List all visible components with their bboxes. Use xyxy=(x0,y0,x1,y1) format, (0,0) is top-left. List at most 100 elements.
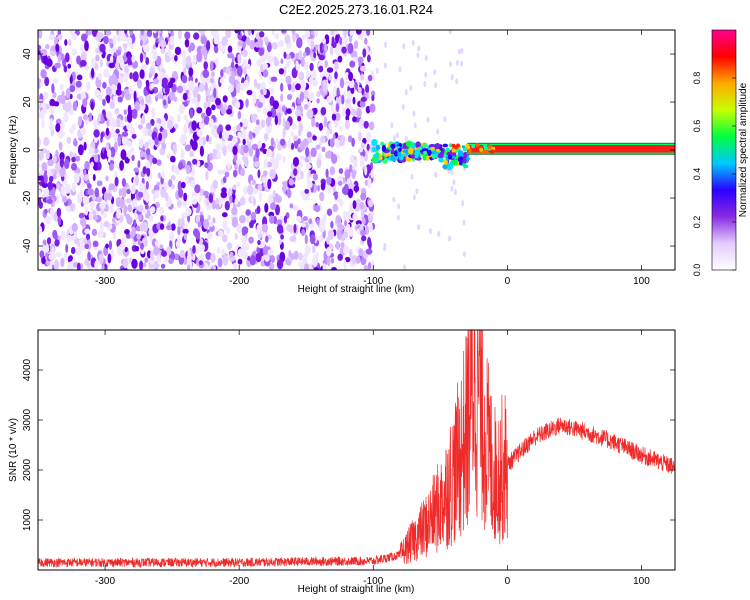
heatmap-cell xyxy=(188,67,194,77)
heatmap-cell xyxy=(219,78,224,84)
heatmap-cell xyxy=(45,252,49,258)
heatmap-cell xyxy=(290,131,295,137)
heatmap-cell xyxy=(299,140,306,151)
heatmap-cell xyxy=(56,182,60,191)
heatmap-cell xyxy=(166,152,171,160)
heatmap-cell xyxy=(159,223,165,230)
heatmap-cell xyxy=(295,83,301,91)
heatmap-cell xyxy=(38,136,41,148)
heatmap-cell xyxy=(123,109,128,115)
heatmap-cell xyxy=(381,144,387,152)
heatmap-cell xyxy=(457,150,464,158)
heatmap-cell xyxy=(322,263,327,270)
heatmap-cell xyxy=(359,201,365,210)
heatmap-cell xyxy=(430,146,435,151)
heatmap-cell xyxy=(417,146,423,151)
heatmap-cell xyxy=(300,263,304,270)
heatmap-cell xyxy=(240,129,247,141)
heatmap-cell xyxy=(103,35,109,45)
heatmap-cell xyxy=(443,116,447,123)
heatmap-cell xyxy=(345,108,351,117)
heatmap-cell xyxy=(178,30,182,40)
heatmap-cell xyxy=(156,159,162,166)
heatmap-cell xyxy=(344,169,351,179)
heatmap-cell xyxy=(220,107,226,115)
heatmap-cell xyxy=(233,169,237,178)
heatmap-cell xyxy=(348,35,353,43)
heatmap-cell xyxy=(90,161,94,168)
heatmap-cell xyxy=(59,167,66,177)
heatmap-cell xyxy=(124,93,132,101)
heatmap-cell xyxy=(159,207,165,214)
y-tick-label: 2000 xyxy=(22,458,33,481)
heatmap-cell xyxy=(309,62,314,72)
heatmap-cell xyxy=(39,250,45,258)
heatmap-cell xyxy=(174,55,178,62)
y-tick-label: 20 xyxy=(22,96,33,108)
heatmap-cell xyxy=(161,117,166,128)
heatmap-cell xyxy=(304,263,309,270)
heatmap-cell xyxy=(106,149,112,158)
heatmap-cell xyxy=(173,253,180,261)
heatmap-cell xyxy=(232,126,237,134)
heatmap-cell xyxy=(390,154,395,162)
heatmap-cell xyxy=(220,69,224,78)
heatmap-cell xyxy=(371,94,375,102)
heatmap-cell xyxy=(257,37,264,48)
heatmap-cell xyxy=(462,251,466,258)
heatmap-cell xyxy=(209,60,214,72)
heatmap-cell xyxy=(181,74,188,84)
heatmap-cell xyxy=(168,179,173,188)
heatmap-cell xyxy=(48,124,56,131)
heatmap-cell xyxy=(215,97,221,106)
heatmap-cell xyxy=(163,255,169,264)
heatmap-cell xyxy=(337,180,343,186)
colorbar-tick-label: 0.4 xyxy=(692,168,702,181)
heatmap-cell xyxy=(178,103,185,115)
heatmap-cell xyxy=(85,233,91,241)
heatmap-cell xyxy=(252,197,256,207)
heatmap-cell xyxy=(170,30,174,38)
heatmap-cell xyxy=(329,166,336,176)
heatmap-cell xyxy=(79,237,86,245)
heatmap-cell xyxy=(191,120,197,131)
heatmap-cell xyxy=(423,150,428,155)
heatmap-cell xyxy=(351,254,357,265)
heatmap-cell xyxy=(109,202,114,213)
x-tick-label: -300 xyxy=(95,576,115,587)
heatmap-cell xyxy=(299,80,307,91)
heatmap-cell xyxy=(198,260,203,266)
heatmap-cell xyxy=(232,136,238,144)
x-tick-label: -300 xyxy=(95,276,115,287)
heatmap-cell xyxy=(451,148,456,153)
heatmap-cell xyxy=(257,239,261,246)
heatmap-cell xyxy=(124,246,128,253)
heatmap-cell xyxy=(230,61,235,69)
heatmap-cell xyxy=(270,137,275,146)
heatmap-cell xyxy=(343,231,349,239)
heatmap-cell xyxy=(143,262,147,268)
heatmap-cell xyxy=(463,152,467,159)
heatmap-cell xyxy=(122,258,128,269)
heatmap-cell xyxy=(272,100,279,110)
heatmap-cell xyxy=(262,69,269,78)
heatmap-cell xyxy=(212,264,217,270)
heatmap-cell xyxy=(369,103,376,113)
heatmap-cell xyxy=(175,240,181,249)
heatmap-cell xyxy=(137,160,141,169)
heatmap-cell xyxy=(57,34,63,41)
heatmap-cell xyxy=(298,71,305,81)
heatmap-cell xyxy=(267,195,274,204)
heatmap-cell xyxy=(54,163,61,173)
heatmap-cell xyxy=(88,112,93,122)
heatmap-cell xyxy=(105,127,110,136)
heatmap-cell xyxy=(102,98,106,106)
heatmap-cell xyxy=(137,204,144,213)
heatmap-cell xyxy=(173,165,180,174)
heatmap-cell xyxy=(41,162,48,172)
heatmap-cell xyxy=(40,109,45,120)
heatmap-cell xyxy=(89,200,95,210)
heatmap-cell xyxy=(302,89,309,100)
heatmap-cell xyxy=(138,124,143,130)
heatmap-cell xyxy=(165,201,171,208)
